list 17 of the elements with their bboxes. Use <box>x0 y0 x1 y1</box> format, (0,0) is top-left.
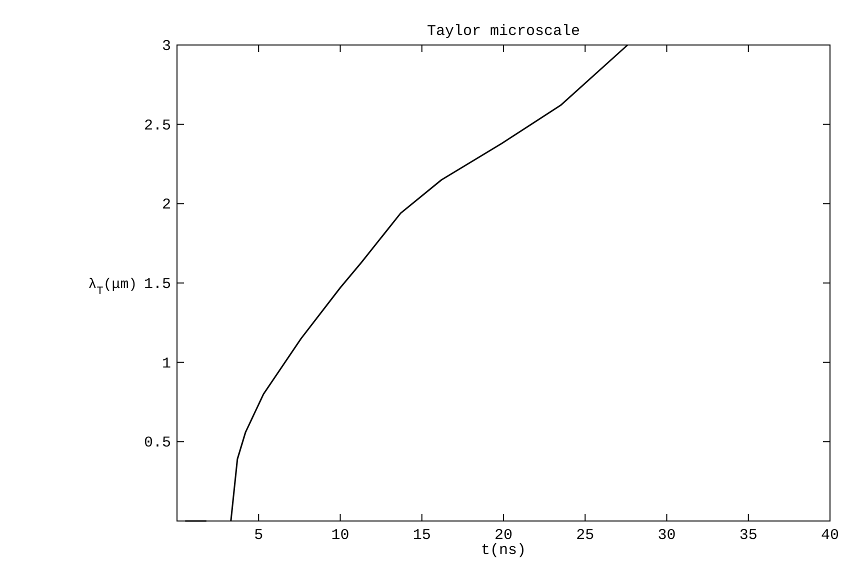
x-tick-label: 10 <box>331 527 350 544</box>
y-tick-label: 2 <box>162 196 171 214</box>
x-axis-title: t(ns) <box>480 542 526 559</box>
y-tick-label: 1.5 <box>144 276 171 293</box>
x-tick-label: 25 <box>576 527 594 544</box>
x-tick-label: 35 <box>739 527 758 544</box>
x-tick-label: 5 <box>254 527 264 544</box>
x-tick-label: 30 <box>658 527 676 544</box>
y-tick-label: 1 <box>162 355 171 372</box>
y-tick-label: 2.5 <box>144 117 171 134</box>
chart-title: Taylor microscale <box>426 23 580 40</box>
x-tick-label: 40 <box>820 527 840 544</box>
x-tick-label: 20 <box>494 527 513 544</box>
y-axis-title: λ$_{T}$(μm) <box>88 277 137 298</box>
x-tick-label: 15 <box>412 527 431 544</box>
y-tick-label: 0.5 <box>144 434 171 452</box>
y-tick-label: 3 <box>162 38 171 55</box>
